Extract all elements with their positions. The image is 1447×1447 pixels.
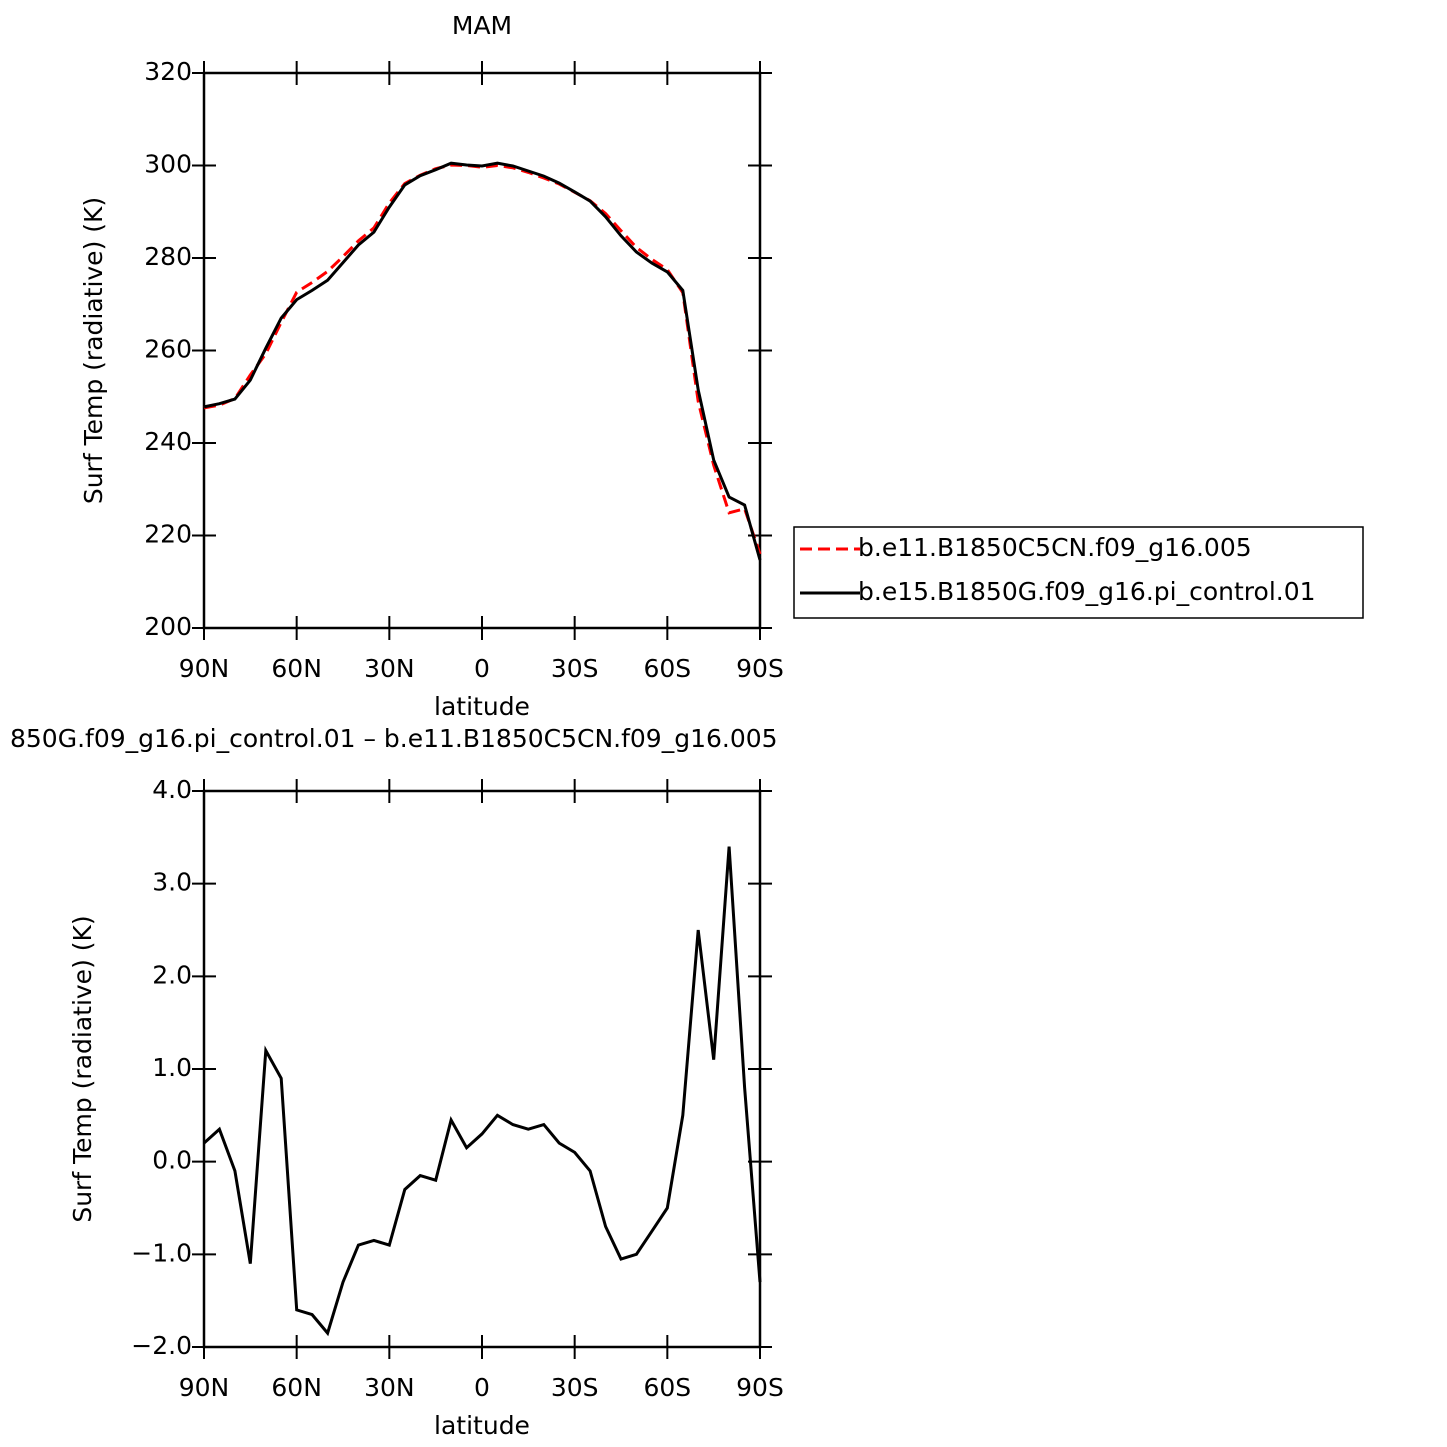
- x-tick-label: 30N: [364, 654, 415, 683]
- y-tick-label: 260: [144, 335, 192, 364]
- y-axis-label: Surf Temp (radiative) (K): [79, 197, 108, 504]
- plot-frame: [202, 789, 762, 1349]
- data-line: [203, 161, 762, 561]
- y-tick-label: 1.0: [152, 1053, 192, 1082]
- y-tick-label: 240: [144, 427, 192, 456]
- y-tick-label: 300: [144, 150, 192, 179]
- chart-title: MAM: [452, 11, 512, 40]
- y-tick-label: 2.0: [152, 960, 192, 989]
- x-tick-label: 30N: [364, 1373, 415, 1402]
- y-tick-label: −2.0: [131, 1331, 192, 1360]
- x-tick-label: 30S: [551, 1373, 599, 1402]
- y-tick-label: 3.0: [152, 868, 192, 897]
- y-axis-label: Surf Temp (radiative) (K): [68, 915, 97, 1222]
- legend-label: b.e11.B1850C5CN.f09_g16.005: [858, 533, 1252, 562]
- chart-title: 850G.f09_g16.pi_control.01 – b.e11.B1850…: [10, 724, 778, 753]
- y-tick-label: 0.0: [152, 1146, 192, 1175]
- legend-box: [793, 526, 1364, 619]
- x-tick-label: 60S: [643, 654, 691, 683]
- y-tick-label: 280: [144, 242, 192, 271]
- x-tick-label: 60N: [271, 654, 322, 683]
- x-tick-label: 60N: [271, 1373, 322, 1402]
- x-tick-label: 0: [474, 1373, 490, 1402]
- data-line: [203, 163, 762, 555]
- x-tick-label: 0: [474, 654, 490, 683]
- y-tick-label: 200: [144, 612, 192, 641]
- y-tick-label: 320: [144, 57, 192, 86]
- x-tick-label: 30S: [551, 654, 599, 683]
- x-tick-label: 90N: [179, 1373, 230, 1402]
- x-tick-label: 60S: [643, 1373, 691, 1402]
- x-tick-label: 90S: [736, 1373, 784, 1402]
- y-tick-label: 4.0: [152, 775, 192, 804]
- data-line: [202, 846, 762, 1337]
- legend-label: b.e15.B1850G.f09_g16.pi_control.01: [858, 577, 1316, 606]
- x-tick-label: 90N: [179, 654, 230, 683]
- x-axis-label: latitude: [434, 692, 530, 721]
- x-tick-label: 90S: [736, 654, 784, 683]
- y-tick-label: −1.0: [131, 1238, 192, 1267]
- x-axis-label: latitude: [434, 1411, 530, 1440]
- plot-frame: [202, 71, 762, 630]
- y-tick-label: 220: [144, 520, 192, 549]
